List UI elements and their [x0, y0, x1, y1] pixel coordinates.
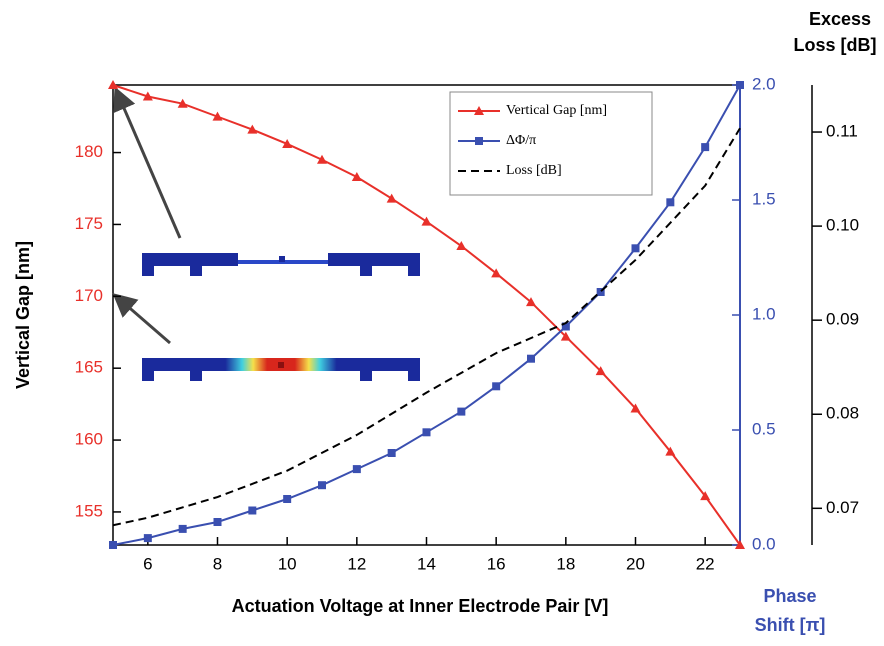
triangle-marker: [421, 216, 432, 226]
triangle-marker: [735, 540, 745, 549]
square-marker: [387, 449, 396, 457]
square-marker: [631, 244, 640, 253]
triangle-marker: [665, 446, 676, 456]
x-tick-label: 10: [278, 554, 297, 573]
triangle-marker: [108, 80, 118, 89]
y2-tick-label: 0.5: [752, 419, 776, 438]
square-marker: [701, 143, 710, 152]
y-tick-label: 180: [75, 142, 103, 161]
square-marker: [143, 534, 152, 543]
x-tick-label: 20: [626, 554, 645, 573]
legend-box: [449, 91, 653, 196]
y3-axis-label: Loss [dB]: [794, 35, 877, 55]
legend-label: Loss [dB]: [506, 163, 562, 178]
square-marker: [213, 518, 222, 526]
x-tick-label: 22: [696, 554, 715, 573]
y3-axis-label: Excess: [809, 9, 871, 29]
square-marker: [596, 288, 605, 296]
triangle-marker: [595, 366, 606, 376]
x-tick-label: 8: [213, 554, 222, 573]
triangle-marker: [212, 111, 223, 121]
square-marker: [109, 541, 117, 549]
y2-tick-label: 1.0: [752, 304, 776, 323]
series-line: [112, 127, 741, 527]
legend-label: Vertical Gap [nm]: [506, 103, 607, 118]
square-marker: [666, 198, 675, 207]
square-marker: [318, 481, 326, 490]
triangle-marker: [247, 124, 258, 134]
triangle-marker: [386, 193, 397, 203]
y-axis-label: Vertical Gap [nm]: [13, 241, 33, 389]
triangle-marker: [317, 154, 327, 164]
y3-tick-label: 0.08: [826, 404, 859, 423]
triangle-marker: [142, 91, 153, 101]
y-tick-label: 165: [75, 358, 103, 377]
x-tick-label: 18: [556, 554, 575, 573]
triangle-marker: [630, 403, 641, 413]
y3-tick-label: 0.10: [826, 216, 859, 235]
triangle-marker: [700, 491, 711, 501]
square-marker: [527, 354, 535, 363]
square-marker: [248, 506, 257, 515]
triangle-marker: [526, 297, 536, 307]
triangle-marker: [177, 98, 188, 108]
x-tick-label: 12: [347, 554, 366, 573]
x-tick-label: 14: [417, 554, 436, 573]
inset-beams: [112, 86, 420, 381]
triangle-marker: [560, 331, 571, 341]
square-marker: [492, 382, 501, 391]
y-tick-label: 160: [75, 430, 103, 449]
x-tick-label: 16: [487, 554, 506, 573]
y-tick-label: 175: [75, 214, 103, 233]
y3-tick-label: 0.07: [826, 498, 859, 517]
square-marker: [352, 465, 361, 474]
legend-label: ΔΦ/π: [506, 133, 536, 148]
square-marker: [283, 495, 292, 503]
triangle-marker: [456, 241, 467, 250]
y-tick-label: 155: [75, 501, 103, 520]
y2-tick-label: 1.5: [752, 189, 776, 208]
square-marker: [178, 524, 187, 533]
triangle-marker: [351, 172, 362, 181]
triangle-marker: [282, 138, 293, 148]
legend-marker: [474, 106, 484, 115]
y2-axis-label: Shift [π]: [755, 615, 826, 635]
legend-marker: [475, 137, 483, 145]
y-tick-label: 170: [75, 286, 103, 305]
y2-axis-label: Phase: [763, 586, 816, 606]
square-marker: [736, 81, 744, 89]
x-tick-label: 6: [143, 554, 152, 573]
y2-tick-label: 2.0: [752, 74, 776, 93]
y3-tick-label: 0.09: [826, 310, 859, 329]
y3-tick-label: 0.11: [826, 122, 858, 141]
square-marker: [457, 407, 466, 416]
triangle-marker: [491, 268, 502, 278]
square-marker: [561, 322, 570, 331]
square-marker: [422, 428, 431, 437]
y2-tick-label: 0.0: [752, 534, 776, 553]
x-axis-label: Actuation Voltage at Inner Electrode Pai…: [232, 596, 609, 616]
